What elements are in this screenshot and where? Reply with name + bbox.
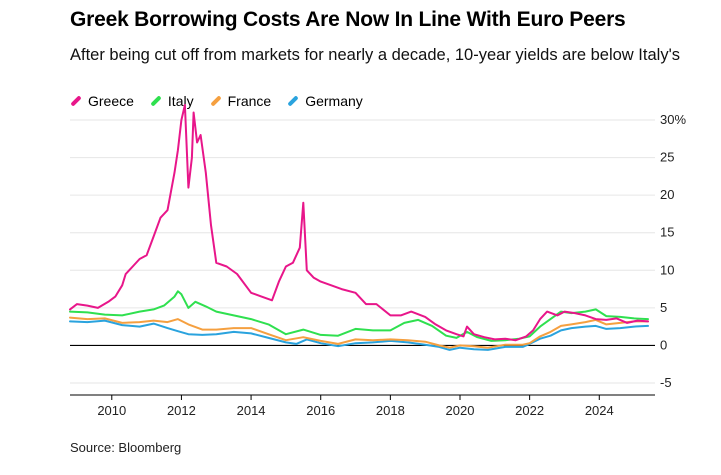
y-tick-label: 30% <box>660 112 686 127</box>
source-note: Source: Bloomberg <box>70 440 182 455</box>
y-tick-label: -5 <box>660 375 672 390</box>
legend-item-germany: Germany <box>287 93 363 109</box>
x-tick-label: 2012 <box>167 403 196 418</box>
y-tick-label: 10 <box>660 262 674 277</box>
y-tick-label: 5 <box>660 300 667 315</box>
x-tick-label: 2024 <box>585 403 614 418</box>
x-tick-label: 2020 <box>446 403 475 418</box>
chart-title: Greek Borrowing Costs Are Now In Line Wi… <box>70 8 626 31</box>
legend-label-italy: Italy <box>167 93 194 109</box>
y-tick-label: 20 <box>660 187 674 202</box>
y-tick-label: 25 <box>660 150 674 165</box>
chart-subtitle: After being cut off from markets for nea… <box>70 46 680 64</box>
series-line-france <box>69 316 649 349</box>
legend-label-germany: Germany <box>305 93 363 109</box>
series-line-germany <box>69 319 649 351</box>
x-tick-label: 2010 <box>97 403 126 418</box>
legend: Greece Italy France Germany <box>70 93 363 109</box>
legend-item-france: France <box>209 93 272 109</box>
x-tick-label: 2014 <box>237 403 266 418</box>
legend-item-greece: Greece <box>70 93 134 109</box>
series-line-italy <box>69 290 649 342</box>
x-tick-label: 2018 <box>376 403 405 418</box>
legend-label-greece: Greece <box>88 93 134 109</box>
x-tick-label: 2016 <box>306 403 335 418</box>
y-tick-label: 0 <box>660 337 667 352</box>
series-line-greece <box>69 104 649 342</box>
legend-item-italy: Italy <box>150 93 194 109</box>
x-tick-label: 2022 <box>515 403 544 418</box>
y-tick-label: 15 <box>660 225 674 240</box>
legend-label-france: France <box>227 93 272 109</box>
